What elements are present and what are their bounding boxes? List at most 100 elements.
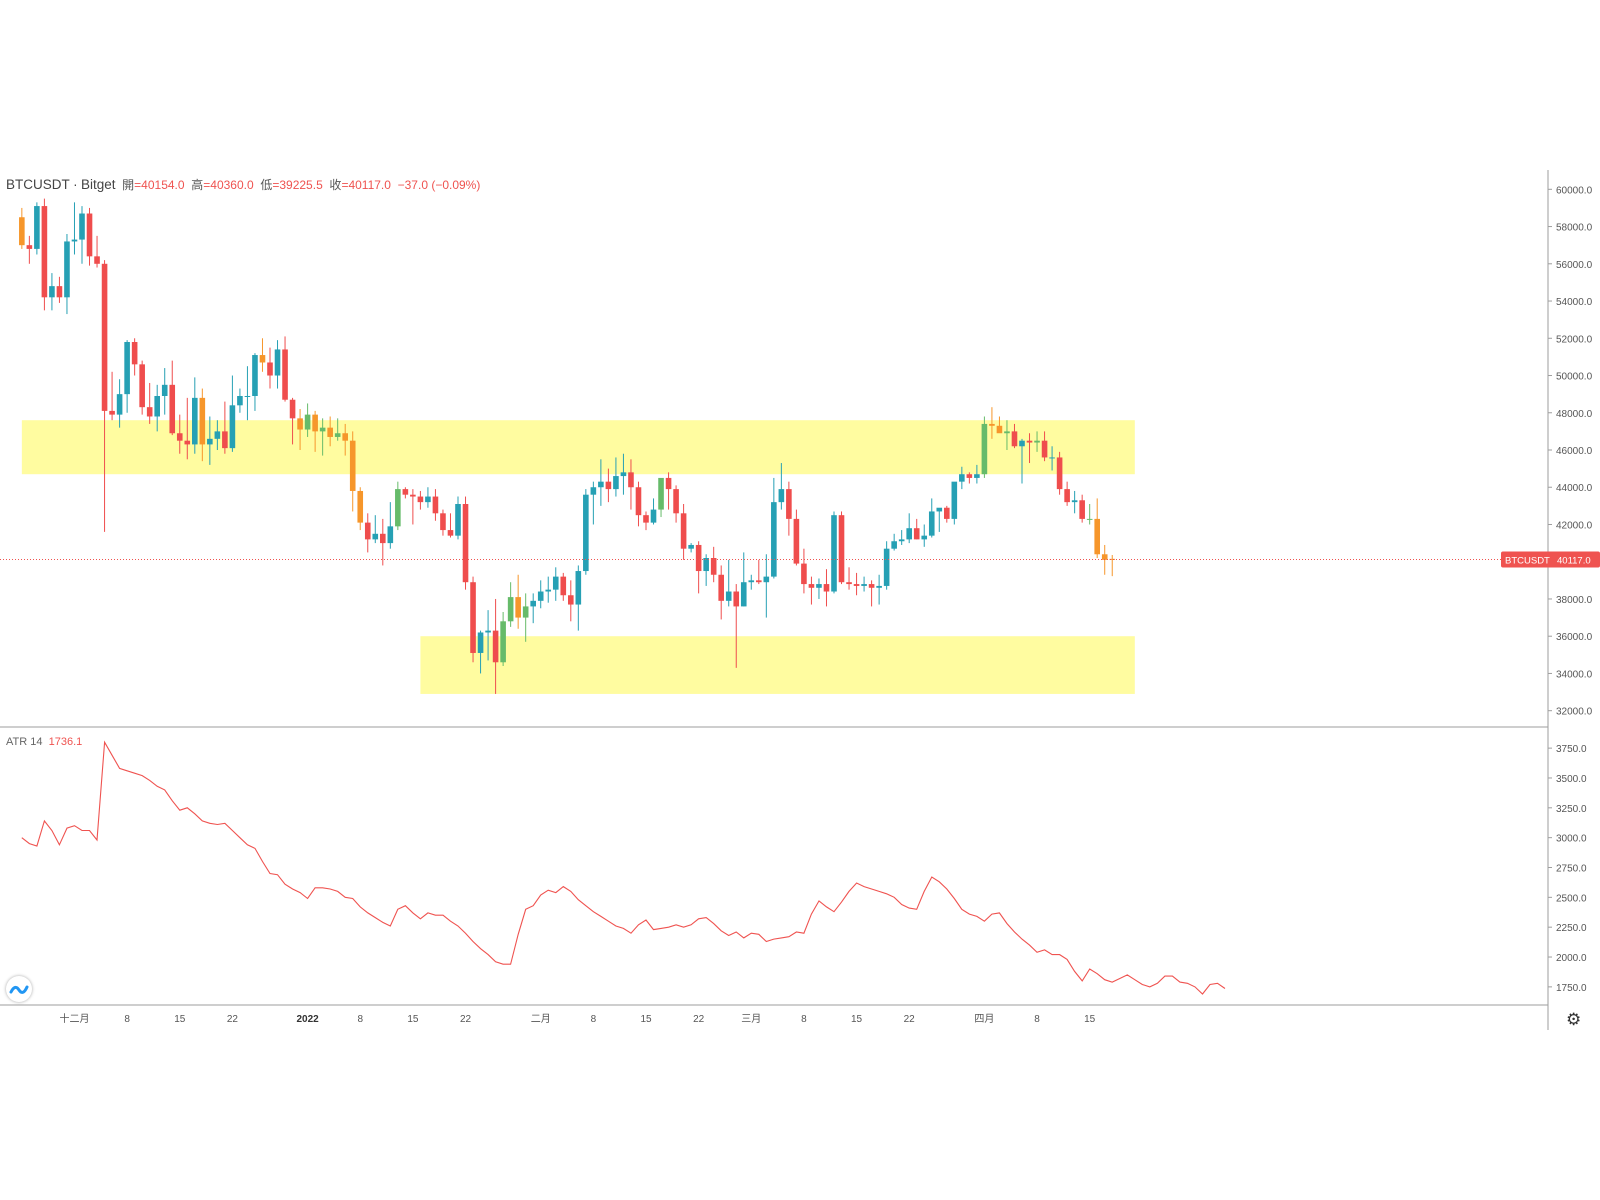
atr-tick-label: 2750.0 (1556, 864, 1587, 875)
candle-body (928, 511, 935, 536)
indicator-value: 1736.1 (48, 736, 83, 748)
settings-gear-icon[interactable]: ⚙ (1566, 1010, 1582, 1030)
candle (372, 515, 379, 544)
candle-body (380, 533, 386, 544)
candle-body (64, 241, 70, 298)
candle (1086, 504, 1093, 525)
candle (1056, 451, 1063, 495)
x-tick-label: 8 (124, 1014, 130, 1025)
candle (1064, 481, 1070, 506)
candle-body (756, 580, 762, 583)
candle (71, 202, 78, 255)
x-tick-label: 22 (227, 1014, 239, 1025)
symbol-name[interactable]: BTCUSDT (6, 177, 70, 192)
candle (500, 612, 506, 666)
candle-body (688, 544, 694, 549)
candle-body (583, 494, 589, 572)
candle-body (778, 489, 785, 503)
candle-body (831, 515, 837, 592)
candle-body (432, 496, 439, 514)
candle-body (853, 584, 860, 586)
candle-body (161, 384, 168, 396)
candle (161, 368, 168, 415)
candle-body (913, 528, 920, 540)
candle-body (718, 574, 724, 601)
candle (199, 388, 206, 462)
candle-body (364, 522, 371, 540)
candle (793, 509, 800, 566)
candle (327, 416, 333, 447)
candle-body (1026, 440, 1033, 443)
x-tick-label: 15 (407, 1014, 419, 1025)
candle (109, 371, 115, 421)
atr-series (21, 740, 1226, 995)
candle-body (229, 405, 236, 449)
candle-body (252, 355, 258, 396)
candle (996, 416, 1003, 434)
candle-body (395, 489, 401, 527)
tradingview-logo-icon[interactable] (6, 976, 32, 1002)
candle (710, 546, 717, 583)
candle (733, 584, 740, 668)
candle-body (56, 286, 63, 298)
candle (169, 360, 176, 436)
candle (289, 397, 296, 445)
candle (222, 401, 228, 454)
candle-body (169, 384, 176, 434)
candle (49, 273, 55, 311)
candle (868, 580, 875, 607)
atr-line (21, 740, 1226, 995)
candle-body (342, 433, 348, 441)
candle-body (522, 606, 529, 618)
candle-body (146, 407, 153, 417)
candle-body (883, 548, 890, 586)
candle (297, 409, 303, 450)
candle (342, 423, 348, 456)
candle-body (34, 206, 40, 249)
candle-body (470, 582, 476, 653)
candle (786, 481, 792, 536)
x-tick-label: 8 (1034, 1014, 1040, 1025)
candle (395, 481, 401, 531)
candle-body (417, 496, 424, 503)
indicator-legend[interactable]: ATR 14 1736.1 (6, 736, 82, 748)
x-tick-label: 15 (1084, 1014, 1096, 1025)
candle (974, 464, 980, 484)
atr-tick-label: 3250.0 (1556, 804, 1587, 815)
candle-body (748, 580, 755, 583)
candle-body (26, 245, 33, 249)
candle (545, 576, 552, 603)
candle-body (289, 399, 296, 419)
candle-body (297, 418, 303, 430)
candle (808, 576, 815, 605)
candle (334, 418, 341, 441)
candle-body (673, 489, 679, 514)
candle (748, 574, 755, 590)
candle (146, 382, 153, 424)
candle-body (101, 263, 108, 411)
candle (101, 260, 108, 532)
candle-body (695, 544, 702, 572)
candle-body (816, 584, 822, 588)
candle-body (274, 349, 281, 376)
candle-body (214, 431, 221, 439)
candle-body (628, 472, 634, 488)
candle-body (184, 440, 191, 445)
candle-body (613, 476, 619, 490)
candle-body (79, 213, 85, 240)
candle-body (349, 440, 356, 491)
candle-body (861, 584, 867, 586)
candle (56, 276, 63, 303)
y-tick-label: 42000.0 (1556, 520, 1593, 531)
candle (349, 431, 356, 512)
high-value: 40360.0 (210, 178, 254, 192)
candle (959, 466, 965, 490)
x-tick-label: 三月 (741, 1013, 761, 1025)
candle (207, 416, 213, 465)
candle (154, 384, 160, 432)
candle-body (131, 342, 138, 365)
candle-body (575, 571, 582, 605)
candle-body (515, 597, 521, 618)
candle-body (733, 591, 740, 607)
